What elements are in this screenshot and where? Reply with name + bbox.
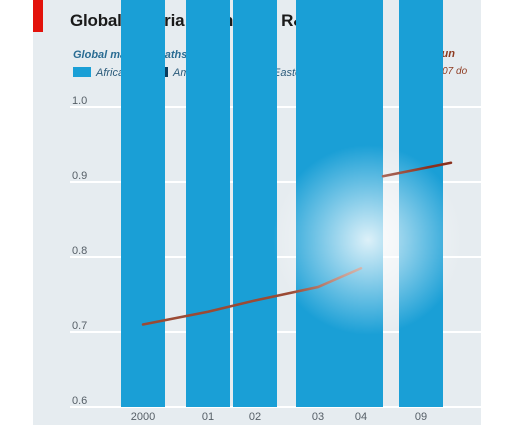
- legend-swatch-africa: [73, 67, 91, 77]
- y-tick-label: 0.6: [72, 395, 87, 407]
- bar-segment: [121, 0, 165, 407]
- y-tick-label: 1.0: [72, 95, 87, 107]
- x-tick-label: 04: [355, 411, 367, 423]
- x-tick-label: 02: [249, 411, 261, 423]
- accent-tab: [33, 0, 43, 32]
- x-tick-label: 2000: [131, 411, 155, 423]
- legend-label-africa: Africa: [96, 67, 125, 79]
- x-tick-label: 03: [312, 411, 324, 423]
- x-tick-label: 09: [415, 411, 427, 423]
- chart-figure: Global malaria deaths and R&D ndin Globa…: [33, 0, 481, 425]
- legend-item-africa: Africa: [73, 67, 124, 79]
- x-tick-label: 01: [202, 411, 214, 423]
- y-tick-label: 0.7: [72, 320, 87, 332]
- bar-segment: [233, 0, 277, 407]
- glare-highlight: [273, 145, 463, 335]
- plot-area: 0.6 0.7 0.8 0.9 1.0 2000 01 02 03 04 09: [70, 0, 481, 423]
- y-tick-label: 0.9: [72, 170, 87, 182]
- y-tick-label: 0.8: [72, 245, 87, 257]
- bar-segment: [186, 0, 230, 407]
